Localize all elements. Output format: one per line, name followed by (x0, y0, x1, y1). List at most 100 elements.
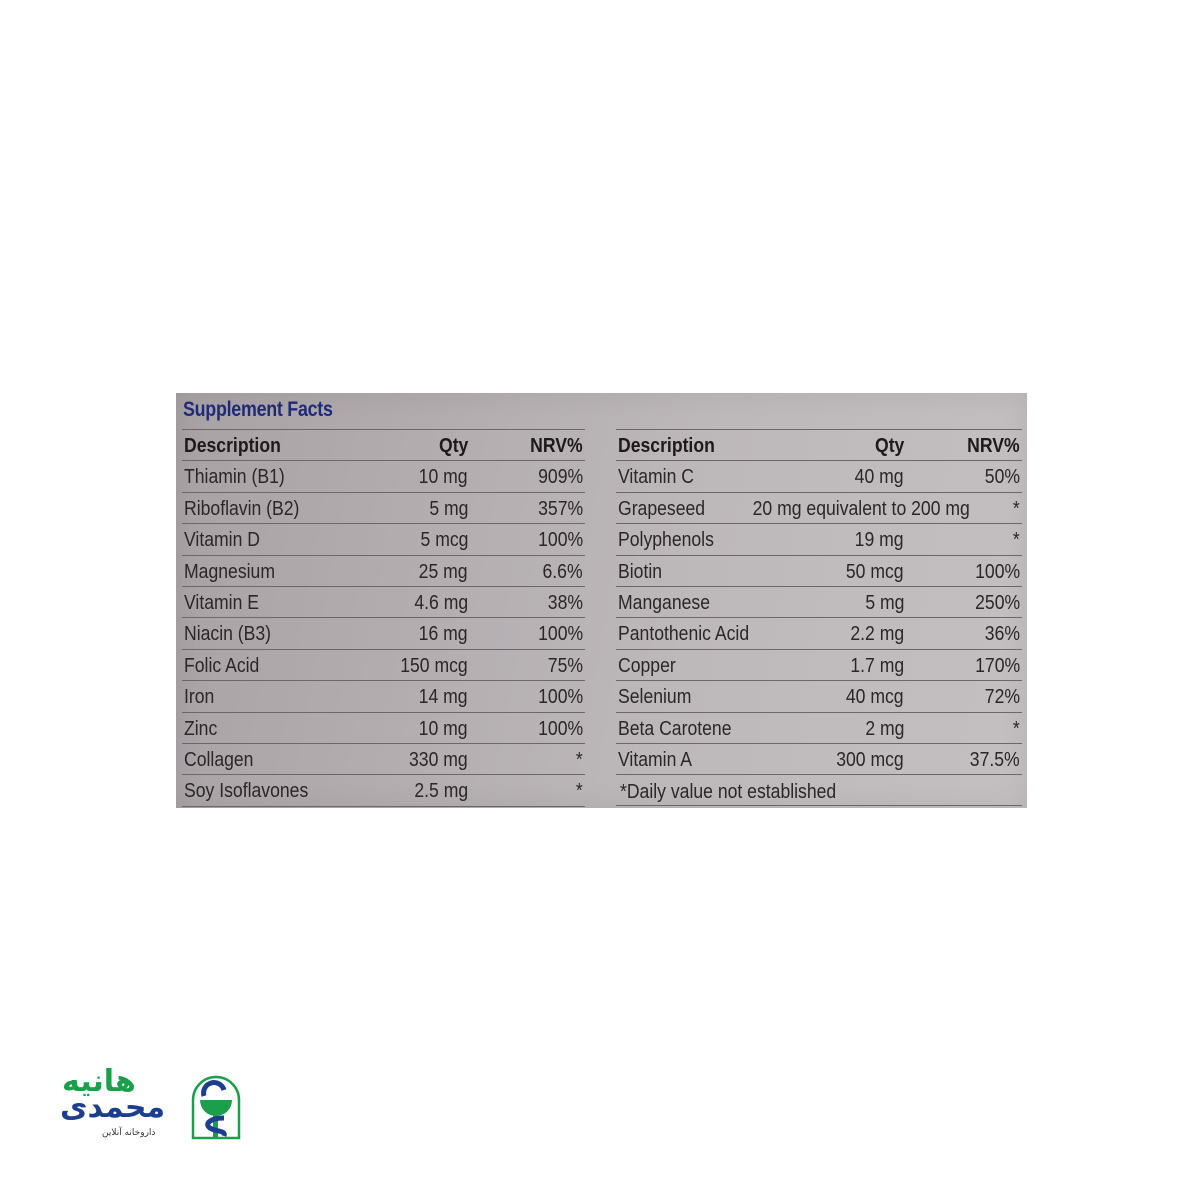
header-nrv: NRV% (530, 435, 583, 457)
nutrient-nrv: 909% (537, 466, 583, 489)
nutrient-qty: 2.2 mg (850, 623, 904, 646)
nutrient-nrv: * (1013, 529, 1020, 552)
nutrient-qty: 40 mcg (846, 686, 904, 709)
nutrient-qty: 2.5 mg (414, 780, 468, 803)
nutrient-name: Soy Isoflavones (184, 780, 309, 803)
header-qty: Qty (874, 435, 904, 457)
nutrient-nrv: * (576, 748, 583, 771)
nutrient-nrv: 6.6% (542, 560, 583, 583)
nutrient-name: Thiamin (B1) (184, 466, 285, 489)
nutrient-name: Biotin (618, 560, 663, 583)
table-row: Vitamin D 5 mcg 100% (182, 524, 585, 556)
nutrient-name: Folic Acid (184, 654, 260, 677)
nutrient-qty: 150 mcg (400, 654, 468, 677)
nutrient-qty: 5 mg (864, 591, 904, 614)
nutrient-qty: 40 mg (855, 466, 904, 489)
nutrient-name: Collagen (184, 748, 254, 771)
nutrient-name: Vitamin E (184, 591, 260, 614)
table-row: Zinc 10 mg 100% (182, 713, 585, 744)
table-row: Folic Acid 150 mcg 75% (182, 650, 585, 682)
header-description: Description (184, 435, 281, 457)
nutrient-qty: 10 mg (419, 717, 468, 740)
nutrient-nrv: 50% (984, 466, 1020, 489)
logo-name-line2: محمدی (60, 1090, 166, 1125)
table-row: Magnesium 25 mg 6.6% (182, 556, 585, 587)
table-row: Polyphenols 19 mg * (616, 524, 1022, 556)
nutrient-name: Polyphenols (618, 529, 714, 552)
nutrient-qty: 330 mg (409, 748, 468, 771)
nutrient-name: Vitamin A (618, 748, 693, 771)
nutrient-qty: 4.6 mg (414, 591, 468, 614)
table-row: Beta Carotene 2 mg * (616, 713, 1022, 744)
nutrient-qty: 16 mg (419, 623, 468, 646)
nutrient-nrv: 37.5% (970, 748, 1020, 771)
table-row: Soy Isoflavones 2.5 mg * (182, 775, 585, 807)
nutrient-nrv: 250% (974, 591, 1020, 614)
nutrient-name: Riboflavin (B2) (184, 497, 300, 520)
table-header: Description Qty NRV% (182, 429, 585, 462)
nutrient-nrv: 100% (974, 560, 1020, 583)
nutrient-qty: 10 mg (419, 466, 468, 489)
table-row: Biotin 50 mcg 100% (616, 556, 1022, 587)
table-row: Niacin (B3) 16 mg 100% (182, 618, 585, 650)
header-qty: Qty (438, 435, 468, 457)
nutrient-name: Manganese (618, 591, 710, 614)
nutrient-nrv: 38% (547, 591, 583, 614)
pharmacy-logo: هانیه محمدی داروخانه آنلاین (58, 1064, 248, 1142)
nutrient-name: Zinc (184, 717, 218, 740)
nutrient-name: Copper (618, 654, 676, 677)
table-header: Description Qty NRV% (616, 429, 1022, 462)
table-row: Vitamin A 300 mcg 37.5% (616, 744, 1022, 776)
nutrient-name: Beta Carotene (618, 717, 732, 740)
label-title: Supplement Facts (183, 398, 333, 421)
nutrient-qty: 14 mg (419, 686, 468, 709)
nutrient-nrv: 72% (984, 686, 1020, 709)
nutrient-qty: 1.7 mg (850, 654, 904, 677)
table-row: Iron 14 mg 100% (182, 681, 585, 713)
nutrient-qty: 19 mg (855, 529, 904, 552)
nutrient-nrv: 75% (547, 654, 583, 677)
table-row: Grapeseed 20 mg equivalent to 200 mg * (616, 493, 1022, 525)
nutrient-name: Magnesium (184, 560, 275, 583)
table-row: Thiamin (B1) 10 mg 909% (182, 461, 585, 493)
nutrient-name: Vitamin C (618, 466, 694, 489)
nutrient-nrv: 100% (537, 529, 583, 552)
facts-table-right: Description Qty NRV% Vitamin C 40 mg 50% Gr… (616, 429, 1022, 807)
header-description: Description (618, 435, 715, 457)
nutrient-qty: 5 mcg (420, 529, 468, 552)
pharmacy-bowl-icon (191, 1075, 241, 1140)
nutrient-name: Niacin (B3) (184, 623, 272, 646)
nutrient-nrv: * (1013, 717, 1020, 740)
table-row: Vitamin E 4.6 mg 38% (182, 587, 585, 619)
table-row: Pantothenic Acid 2.2 mg 36% (616, 618, 1022, 650)
nutrient-nrv: 357% (537, 497, 583, 520)
nutrient-nrv: 36% (984, 623, 1020, 646)
nutrient-name: Vitamin D (184, 529, 260, 552)
nutrient-nrv: 170% (974, 654, 1020, 677)
table-row: Vitamin C 40 mg 50% (616, 461, 1022, 493)
footnote-row: *Daily value not established (616, 775, 1022, 807)
nutrient-name: Iron (184, 686, 215, 709)
table-row: Manganese 5 mg 250% (616, 587, 1022, 619)
nutrient-nrv: * (576, 780, 583, 803)
logo-tagline: داروخانه آنلاین (102, 1128, 156, 1138)
nutrient-qty: 2 mg (864, 717, 904, 740)
nutrient-name: Selenium (618, 686, 692, 709)
nutrient-name: Pantothenic Acid (618, 623, 750, 646)
nutrient-name: Grapeseed (618, 497, 706, 520)
nutrient-qty: 50 mcg (846, 560, 904, 583)
table-row: Selenium 40 mcg 72% (616, 681, 1022, 713)
logo-name-line1: هانیه (62, 1064, 136, 1099)
nutrient-nrv: 100% (537, 717, 583, 740)
nutrient-qty: 300 mcg (836, 748, 904, 771)
nutrient-qty: 25 mg (419, 560, 468, 583)
facts-table-left: Description Qty NRV% Thiamin (B1) 10 mg 90… (182, 429, 585, 807)
nutrient-qty: 20 mg equivalent to 200 mg (752, 497, 970, 520)
nutrient-nrv: * (1013, 497, 1020, 520)
supplement-facts-label: Supplement Facts Description Qty NRV% Th… (176, 393, 1027, 808)
header-nrv: NRV% (967, 435, 1020, 457)
table-row: Copper 1.7 mg 170% (616, 650, 1022, 682)
nutrient-nrv: 100% (537, 623, 583, 646)
table-row: Collagen 330 mg * (182, 744, 585, 776)
footnote: *Daily value not established (620, 781, 837, 804)
